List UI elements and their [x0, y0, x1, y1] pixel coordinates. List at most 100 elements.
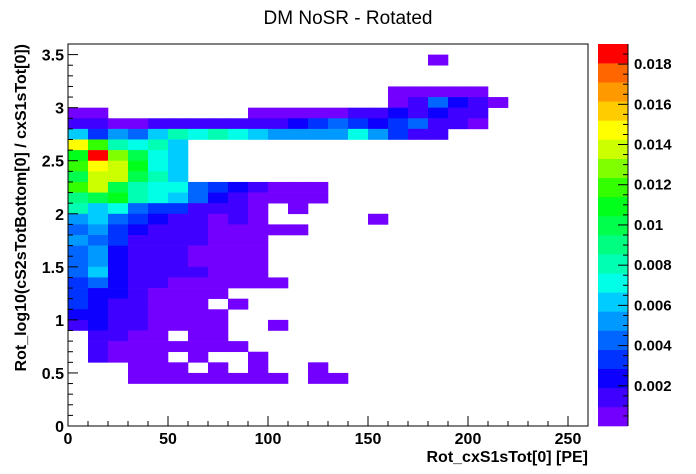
heatmap-cell — [248, 107, 269, 119]
heatmap-cell — [148, 245, 169, 257]
heatmap-cell — [228, 266, 249, 278]
heatmap-cell — [468, 107, 489, 119]
heatmap-cell — [108, 181, 129, 193]
heatmap-cell — [168, 160, 189, 172]
heatmap-cell — [188, 245, 209, 257]
heatmap-cell — [68, 150, 89, 162]
heatmap-cell — [268, 277, 289, 289]
heatmap-cell — [288, 203, 309, 215]
heatmap-cell — [128, 213, 149, 225]
colorbar-band — [598, 368, 628, 389]
heatmap-cell — [208, 372, 229, 384]
heatmap-cell — [168, 128, 189, 140]
heatmap-cell — [128, 160, 149, 172]
heatmap-cell — [228, 372, 249, 384]
x-tick-label: 50 — [159, 431, 177, 448]
heatmap-cell — [228, 224, 249, 236]
heatmap-cell — [68, 203, 89, 215]
heatmap-cell — [88, 192, 109, 204]
heatmap-cell — [68, 171, 89, 183]
colorbar-band — [598, 292, 628, 312]
heatmap-cell — [168, 171, 189, 183]
heatmap-cell — [488, 97, 509, 108]
colorbar-tick-label: 0.006 — [634, 297, 672, 314]
heatmap-cell — [108, 351, 129, 363]
heatmap-cell — [148, 171, 169, 183]
heatmap-cell — [68, 319, 89, 331]
heatmap-cell — [148, 160, 169, 172]
heatmap-cell — [68, 118, 89, 130]
heatmap-cell — [248, 266, 269, 278]
colorbar-tick-label: 0.018 — [634, 56, 672, 73]
heatmap-cell — [228, 181, 249, 193]
colorbar-band — [598, 311, 628, 331]
heatmap-cell — [88, 256, 109, 268]
heatmap-cell — [88, 128, 109, 140]
heatmap-cell — [248, 128, 269, 140]
heatmap-cell — [148, 372, 169, 384]
heatmap-cell — [268, 372, 289, 384]
heatmap-cell — [288, 192, 309, 204]
heatmap-cell — [448, 118, 469, 130]
heatmap-cell — [388, 118, 409, 130]
heatmap-cell — [228, 128, 249, 140]
heatmap-cell — [168, 372, 189, 384]
heatmap-cell — [188, 235, 209, 246]
heatmap-cell — [328, 107, 349, 119]
y-tick-label: 0.5 — [42, 366, 64, 383]
heatmap-cell — [208, 192, 229, 204]
heatmap-cell — [88, 171, 109, 183]
heatmap-cell — [208, 213, 229, 225]
colorbar-band — [598, 387, 628, 408]
heatmap-cell — [288, 128, 309, 140]
heatmap-cell — [268, 118, 289, 130]
heatmap-cell — [108, 171, 129, 183]
heatmap-cell — [88, 160, 109, 172]
heatmap-cell — [128, 298, 149, 310]
heatmap-cell — [268, 128, 289, 140]
heatmap-cell — [108, 309, 129, 321]
heatmap-cell — [188, 309, 209, 321]
heatmap-cell — [148, 319, 169, 331]
heatmap-cell — [108, 150, 129, 162]
heatmap-cell — [88, 213, 109, 225]
heatmap-cell — [168, 181, 189, 193]
heatmap-cell — [88, 181, 109, 193]
heatmap-cell — [108, 128, 129, 140]
colorbar-band — [598, 139, 628, 159]
colorbar-band — [598, 273, 628, 293]
y-tick-label: 2.5 — [42, 154, 64, 171]
heatmap-cell — [288, 118, 309, 130]
colorbar-tick-label: 0.014 — [634, 137, 672, 154]
heatmap-cell — [248, 181, 269, 193]
heatmap-cell — [288, 181, 309, 193]
heatmap-cell — [68, 213, 89, 225]
heatmap-cell — [128, 319, 149, 331]
heatmap-cell — [288, 224, 309, 236]
heatmap-cell — [208, 330, 229, 342]
colorbar-band — [598, 120, 628, 140]
heatmap-cell — [108, 192, 129, 204]
heatmap-cell — [368, 128, 389, 140]
heatmap-cell — [408, 128, 429, 140]
colorbar-band — [598, 330, 628, 350]
heatmap-cell — [228, 235, 249, 246]
heatmap-cell — [188, 372, 209, 384]
heatmap-cell — [208, 277, 229, 289]
heatmap-cell — [308, 107, 329, 119]
heatmap-cell — [148, 298, 169, 310]
y-tick-label: 1 — [55, 313, 64, 330]
y-axis-label: Rot_log10(cS2sTotBottom[0] / cxS1sTot[0]… — [13, 44, 30, 371]
heatmap-cell — [108, 266, 129, 278]
heatmap-cell — [228, 118, 249, 130]
heatmap-cell — [128, 351, 149, 363]
heatmap-cell — [128, 139, 149, 151]
heatmap-cell — [108, 298, 129, 310]
heatmap-cell — [128, 203, 149, 215]
heatmap-cell — [128, 224, 149, 236]
colorbar-band — [598, 82, 628, 102]
heatmap-cell — [208, 256, 229, 268]
heatmap-cell — [188, 128, 209, 140]
heatmap-cell — [68, 309, 89, 321]
y-tick-label: 3.5 — [42, 48, 64, 65]
